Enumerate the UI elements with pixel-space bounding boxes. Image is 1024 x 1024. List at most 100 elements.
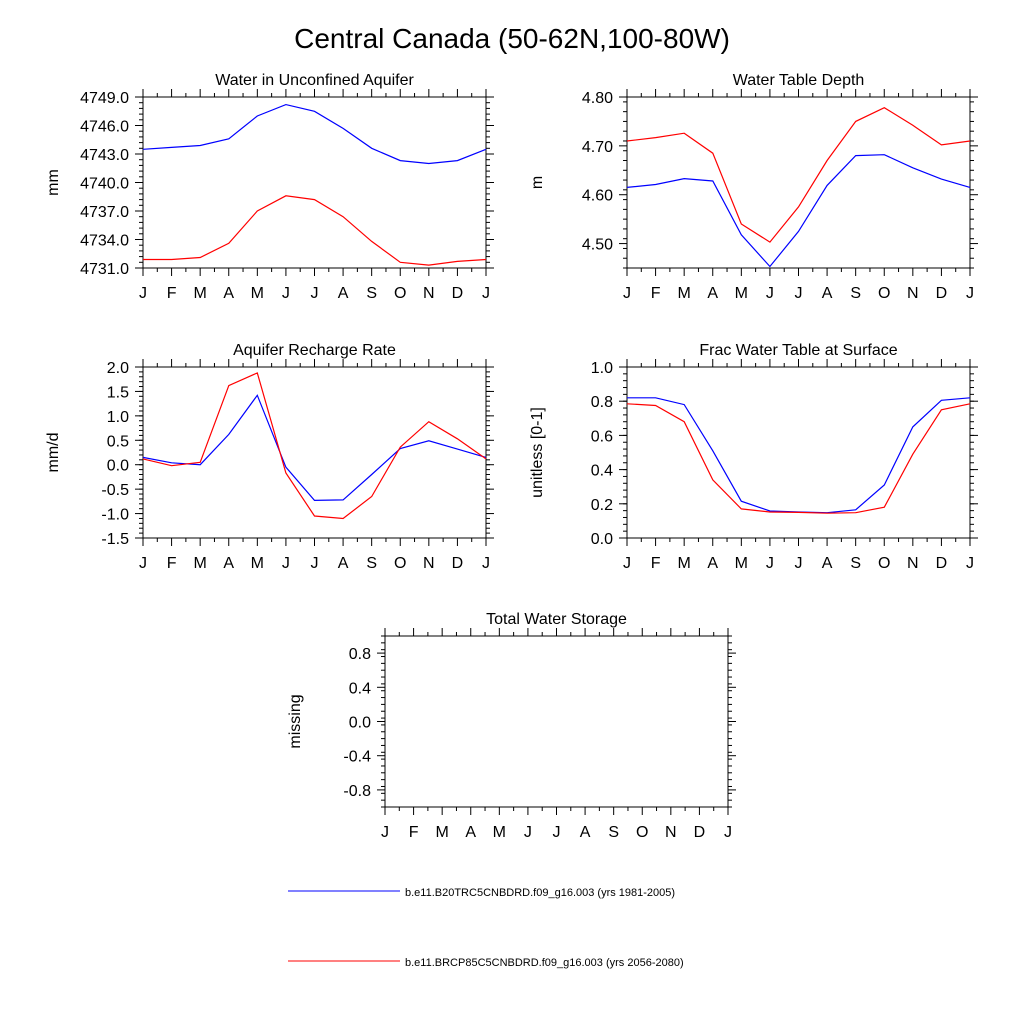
y-tick-label: -0.8 xyxy=(343,783,371,800)
legend: b.e11.B20TRC5CNBDRD.f09_g16.003 (yrs 198… xyxy=(288,887,684,969)
chart-title: Water in Unconfined Aquifer xyxy=(215,72,414,89)
chart-title: Frac Water Table at Surface xyxy=(699,342,897,359)
x-tick-label: J xyxy=(282,285,290,302)
y-tick-label: 4749.0 xyxy=(80,90,129,107)
x-tick-label: J xyxy=(966,555,974,572)
x-tick-label: S xyxy=(366,555,377,572)
y-tick-label: 1.5 xyxy=(107,384,129,401)
x-tick-label: N xyxy=(907,285,919,302)
y-tick-label: 4.60 xyxy=(582,188,613,205)
x-tick-label: J xyxy=(482,555,490,572)
x-tick-label: D xyxy=(936,555,948,572)
x-tick-label: J xyxy=(724,824,732,841)
x-tick-label: A xyxy=(707,555,718,572)
x-tick-label: J xyxy=(282,555,290,572)
y-tick-label: 4737.0 xyxy=(80,204,129,221)
series-line-2 xyxy=(142,372,487,520)
y-tick-label: 0.6 xyxy=(591,428,613,445)
y-tick-label: -1.5 xyxy=(101,531,129,548)
x-tick-label: J xyxy=(795,555,803,572)
series-line-2 xyxy=(143,195,487,266)
y-tick-label: 4743.0 xyxy=(80,147,129,164)
x-tick-label: M xyxy=(251,555,264,572)
x-tick-label: O xyxy=(636,824,648,841)
chart-title: Water Table Depth xyxy=(733,72,865,89)
series-line-1 xyxy=(142,103,487,165)
x-tick-label: A xyxy=(707,285,718,302)
y-tick-label: 4731.0 xyxy=(80,261,129,278)
y-tick-label: 0.0 xyxy=(107,458,129,475)
y-tick-label: -0.5 xyxy=(101,482,129,499)
x-tick-label: J xyxy=(553,824,561,841)
x-tick-label: J xyxy=(766,555,774,572)
x-tick-label: F xyxy=(651,285,661,302)
x-tick-label: J xyxy=(524,824,532,841)
x-tick-label: F xyxy=(409,824,419,841)
x-tick-label: J xyxy=(966,285,974,302)
figure-title: Central Canada (50-62N,100-80W) xyxy=(294,23,730,54)
y-tick-label: 1.0 xyxy=(107,409,129,426)
x-tick-label: S xyxy=(850,285,861,302)
x-tick-label: N xyxy=(665,824,677,841)
x-tick-label: J xyxy=(623,285,631,302)
y-axis-label: unitless [0-1] xyxy=(529,407,546,498)
y-tick-label: 4.50 xyxy=(582,237,613,254)
x-tick-label: M xyxy=(194,285,207,302)
x-tick-label: A xyxy=(338,285,349,302)
y-tick-label: 4740.0 xyxy=(80,176,129,193)
series-line-2 xyxy=(626,403,971,514)
x-tick-label: O xyxy=(878,555,890,572)
y-tick-label: -0.4 xyxy=(343,749,371,766)
legend-entry-1: b.e11.B20TRC5CNBDRD.f09_g16.003 (yrs 198… xyxy=(288,887,675,899)
x-tick-label: F xyxy=(167,285,177,302)
plot-frame xyxy=(626,96,971,269)
series-line-2 xyxy=(626,107,971,243)
x-tick-label: S xyxy=(366,285,377,302)
x-tick-label: N xyxy=(423,555,435,572)
y-tick-label: 0.4 xyxy=(591,463,613,480)
legend-entry-2: b.e11.BRCP85C5CNBDRD.f09_g16.003 (yrs 20… xyxy=(288,957,684,969)
panel-frac-water-table-at-surface: Frac Water Table at Surface unitless [0-1… xyxy=(529,342,978,572)
y-tick-label: 0.2 xyxy=(591,497,613,514)
x-tick-label: J xyxy=(381,824,389,841)
x-tick-label: F xyxy=(651,555,661,572)
y-axis-label: missing xyxy=(287,694,304,748)
x-tick-label: D xyxy=(452,555,464,572)
x-tick-label: S xyxy=(850,555,861,572)
x-tick-label: J xyxy=(623,555,631,572)
y-tick-label: 2.0 xyxy=(107,360,129,377)
series-line-1 xyxy=(142,394,487,502)
series-line-1 xyxy=(626,154,971,268)
x-tick-label: M xyxy=(678,285,691,302)
x-tick-label: D xyxy=(936,285,948,302)
y-tick-label: 0.5 xyxy=(107,433,129,450)
y-tick-label: 1.0 xyxy=(591,360,613,377)
plot-frame xyxy=(384,635,729,808)
y-tick-label: 0.4 xyxy=(349,680,371,697)
x-tick-label: M xyxy=(678,555,691,572)
x-tick-label: J xyxy=(139,285,147,302)
x-tick-label: A xyxy=(580,824,591,841)
x-tick-label: N xyxy=(423,285,435,302)
x-tick-label: J xyxy=(139,555,147,572)
y-tick-label: 4734.0 xyxy=(80,233,129,250)
y-axis-label: mm/d xyxy=(45,433,62,473)
x-tick-label: J xyxy=(795,285,803,302)
legend-label-1: b.e11.B20TRC5CNBDRD.f09_g16.003 (yrs 198… xyxy=(405,887,675,899)
plot-frame xyxy=(142,366,487,539)
y-tick-label: 4.80 xyxy=(582,90,613,107)
y-tick-label: 0.0 xyxy=(591,531,613,548)
y-axis-label: mm xyxy=(45,169,62,196)
legend-label-2: b.e11.BRCP85C5CNBDRD.f09_g16.003 (yrs 20… xyxy=(405,957,684,969)
y-tick-label: 4.70 xyxy=(582,139,613,156)
plot-frame xyxy=(142,96,487,269)
x-tick-label: A xyxy=(223,285,234,302)
y-tick-label: 0.8 xyxy=(591,394,613,411)
x-tick-label: M xyxy=(251,285,264,302)
chart-title: Total Water Storage xyxy=(486,611,627,628)
x-tick-label: J xyxy=(766,285,774,302)
x-tick-label: D xyxy=(452,285,464,302)
x-tick-label: A xyxy=(223,555,234,572)
